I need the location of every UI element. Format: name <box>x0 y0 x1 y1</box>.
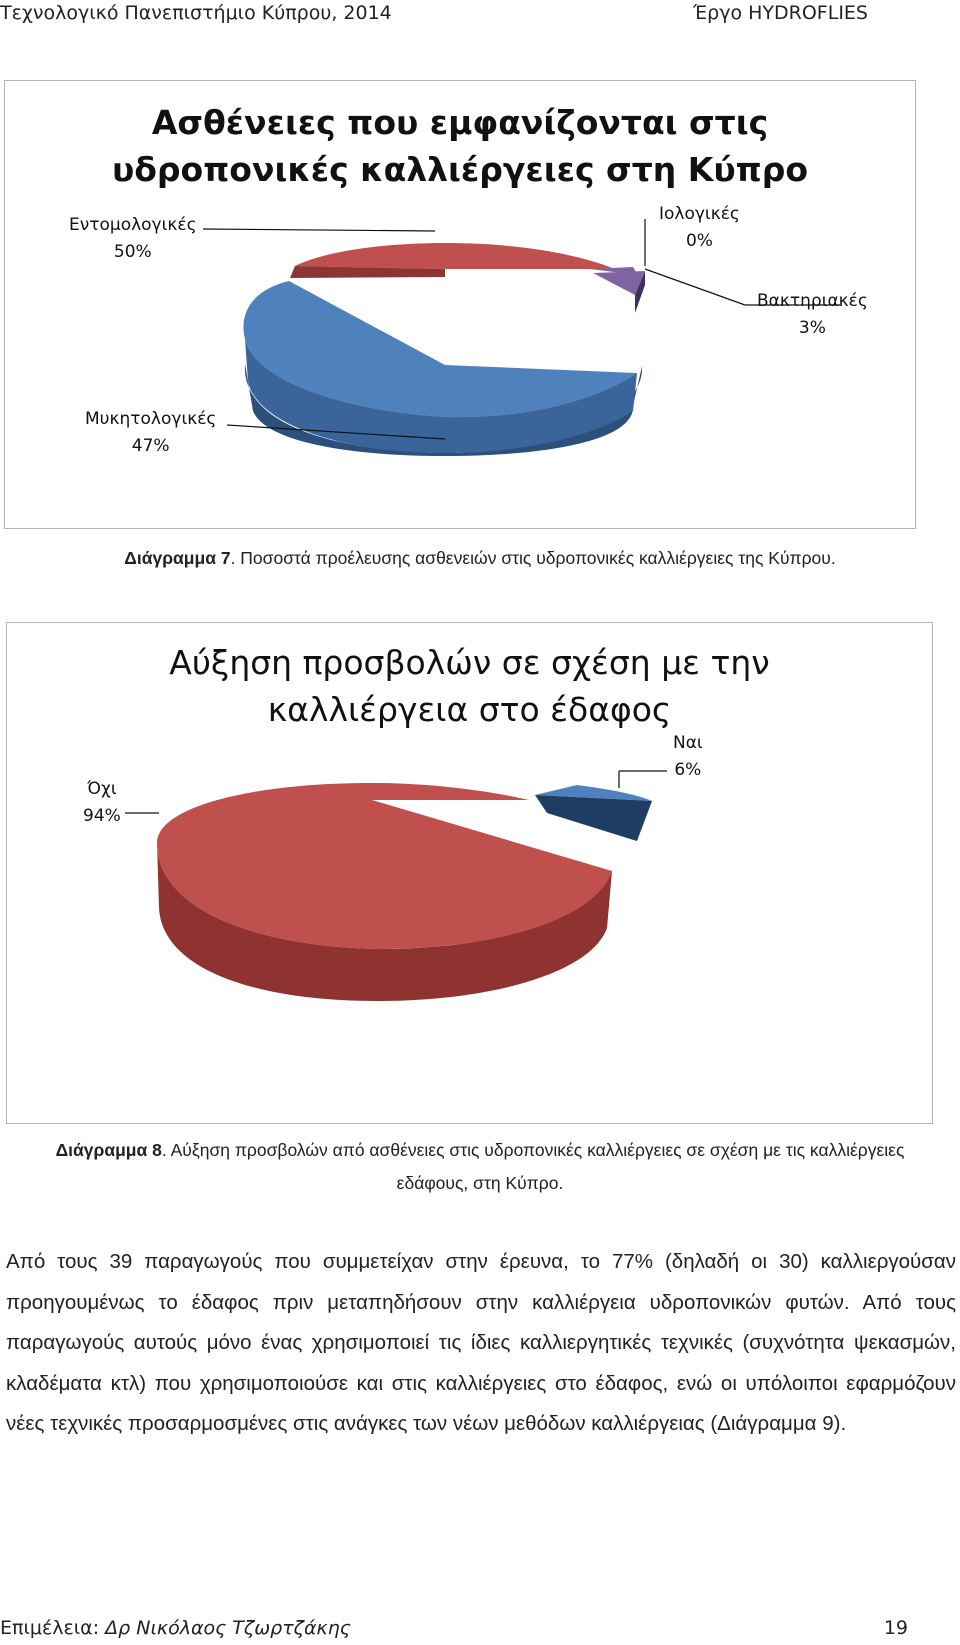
caption-line: εδάφους, στη Κύπρο. <box>396 1173 564 1193</box>
slice-percent: 6% <box>674 760 702 780</box>
slice-percent: 50% <box>113 242 152 262</box>
pie-slice-insect <box>295 243 615 269</box>
caption-prefix: Διάγραμμα 7 <box>124 548 231 568</box>
footer-prefix: Επιμέλεια: <box>0 1617 106 1639</box>
slice-name: Ναι <box>673 733 703 753</box>
slice-percent: 0% <box>685 231 713 251</box>
slice-percent: 94% <box>83 806 121 826</box>
data-label-viral: Ιολογικές 0% <box>659 201 740 255</box>
data-label-bacterial: Βακτηριακές 3% <box>757 288 868 342</box>
slice-name: Μυκητολογικές <box>85 409 217 429</box>
caption-figure-7: Διάγραμμα 7. Ποσοστά προέλευσης ασθενειώ… <box>0 542 960 575</box>
pie-chart-diseases: Ασθένειες που εμφανίζονται στις υδροπονι… <box>4 80 916 529</box>
pie-slice-no <box>157 783 612 949</box>
caption-prefix: Διάγραμμα 8 <box>55 1140 162 1160</box>
slice-percent: 3% <box>798 318 826 338</box>
pie-slice-bacterial <box>593 271 645 295</box>
slice-percent: 47% <box>131 436 170 456</box>
data-label-fungal: Μυκητολογικές 47% <box>85 406 216 460</box>
slice-name: Εντομολογικές <box>69 215 197 235</box>
pie-slice-side <box>245 339 637 453</box>
pie-slice-fungal <box>243 281 637 418</box>
slice-name: Όχι <box>87 779 117 799</box>
chart-title-line: καλλιέργεια στο έδαφος <box>267 690 672 729</box>
header-right: Έργο HYDROFLIES <box>692 2 868 24</box>
leader-line <box>226 424 446 440</box>
pie-plot <box>202 219 840 456</box>
pie-slice-yes <box>535 785 652 801</box>
pie-slice-side <box>635 271 645 313</box>
chart-title-line: υδροπονικές καλλιέργειες στη Κύπρο <box>111 150 809 189</box>
pie-slice-side <box>535 795 652 841</box>
chart-title: Ασθένειες που εμφανίζονται στις υδροπονι… <box>5 99 915 193</box>
pie-chart-infestation: Αύξηση προσβολών σε σχέση με την καλλιέρ… <box>6 622 933 1124</box>
pie-slice-side <box>157 843 612 1001</box>
pie-slice-side <box>290 266 445 278</box>
body-paragraph: Από τους 39 παραγωγούς που συμμετείχαν σ… <box>6 1250 956 1435</box>
pie-plot <box>125 770 667 1001</box>
footer-left: Επιμέλεια: Δρ Νικόλαος Τζωρτζάκης <box>0 1617 351 1639</box>
caption-figure-8: Διάγραμμα 8. Αύξηση προσβολών από ασθένε… <box>0 1134 960 1200</box>
leader-line <box>644 268 746 306</box>
slice-name: Βακτηριακές <box>757 291 868 311</box>
caption-text: . Ποσοστά προέλευσης ασθενειών στις υδρο… <box>230 548 836 568</box>
page-number: 19 <box>883 1617 908 1639</box>
data-label-yes: Ναι 6% <box>673 730 703 784</box>
chart-title: Αύξηση προσβολών σε σχέση με την καλλιέρ… <box>7 639 932 733</box>
data-label-insect: Εντομολογικές 50% <box>69 212 197 266</box>
chart-title-line: Αύξηση προσβολών σε σχέση με την <box>169 643 770 682</box>
caption-text: . Αύξηση προσβολών από ασθένειες στις υδ… <box>161 1140 905 1160</box>
header-left: Τεχνολογικό Πανεπιστήμιο Κύπρου, 2014 <box>0 2 392 24</box>
leader-line <box>202 228 436 232</box>
data-label-no: Όχι 94% <box>83 776 121 830</box>
chart-title-line: Ασθένειες που εμφανίζονται στις <box>151 103 769 142</box>
footer-author: Δρ Νικόλαος Τζωρτζάκης <box>105 1617 351 1639</box>
slice-name: Ιολογικές <box>659 204 740 224</box>
caption-line: Διάγραμμα 8. Αύξηση προσβολών από ασθένε… <box>0 1134 960 1167</box>
